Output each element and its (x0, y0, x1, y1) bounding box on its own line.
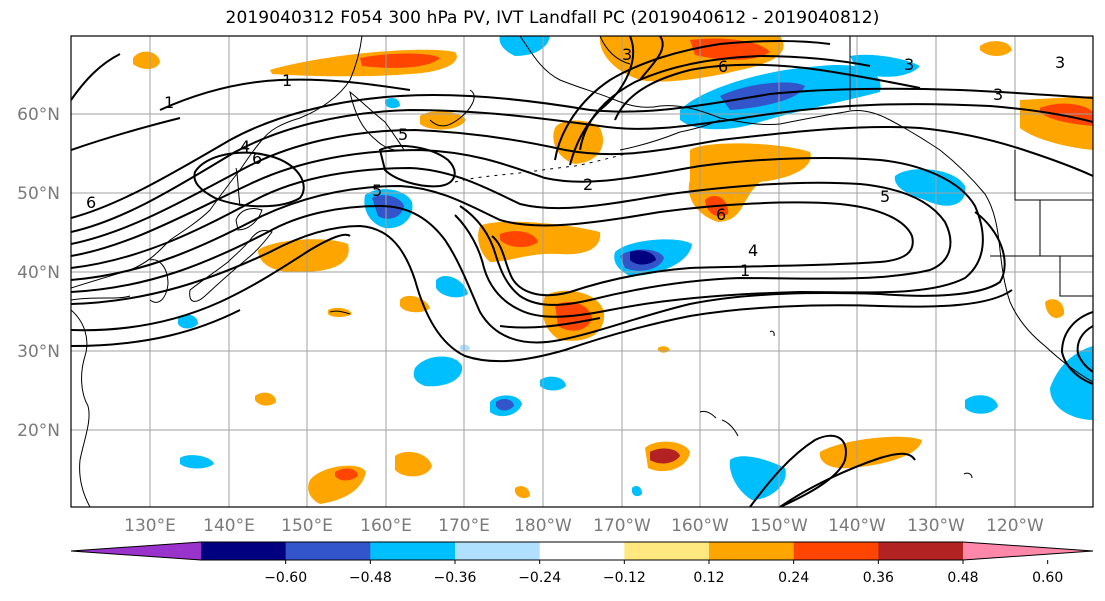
colorbar-segment (455, 542, 541, 560)
anomaly-negative (630, 250, 656, 265)
colorbar: −0.60 −0.48 −0.36 −0.24 −0.12 0.12 0.24 0.36 0.4… (70, 541, 1094, 586)
contour-label: 1 (740, 261, 750, 280)
lon-label: 150°E (281, 516, 333, 536)
lat-label: 20°N (17, 421, 60, 441)
colorbar-tick-label: −0.24 (518, 570, 561, 586)
contour-label: 4 (240, 137, 250, 156)
contour-label: 4 (748, 241, 758, 260)
contour-label: 3 (904, 55, 914, 74)
anomaly-negative (460, 344, 470, 351)
colorbar-segment (709, 542, 795, 560)
pv-contours (71, 36, 1093, 507)
contour-label: 6 (718, 57, 728, 76)
contour-label: 5 (372, 181, 382, 200)
anomaly-negative (499, 36, 550, 56)
colorbar-tick-label: 0.12 (693, 570, 724, 586)
colorbar-tick-label: 0.36 (863, 570, 894, 586)
anomaly-positive (500, 231, 538, 248)
colorbar-tick-label: −0.12 (603, 570, 646, 586)
colorbar-segment (370, 542, 456, 560)
anomaly-positive (515, 486, 530, 499)
longitude-labels: 130°E 140°E 150°E 160°E 170°E 180°W 170°… (124, 516, 1044, 536)
anomaly-negative (850, 54, 920, 77)
lon-label: 130°W (907, 516, 965, 536)
anomaly-negative (1050, 346, 1093, 420)
colorbar-segment (793, 542, 879, 560)
colorbar-segment (624, 542, 710, 560)
lon-label: 130°E (124, 516, 176, 536)
anomaly-negative (413, 356, 463, 387)
colorbar-segment (878, 542, 964, 560)
contour-labels: 1 1 1 2 3 3 3 3 4 4 5 5 5 6 6 6 6 (86, 45, 1065, 280)
contour-label: 1 (164, 93, 174, 112)
lat-label: 40°N (17, 263, 60, 283)
anomaly-positive (1040, 103, 1093, 126)
colorbar-segment (539, 542, 625, 560)
anomaly-positive (335, 468, 358, 481)
contour-label: 6 (252, 149, 262, 168)
anomaly-negative (180, 455, 214, 469)
contour-label: 6 (86, 193, 96, 212)
map-title: 2019040312 F054 300 hPa PV, IVT Landfall… (225, 8, 880, 28)
anomaly-negative (632, 486, 642, 497)
anomaly-negative (496, 399, 514, 411)
anomaly-positive (328, 307, 352, 317)
lon-label: 170°E (438, 516, 490, 536)
contour-label: 3 (993, 85, 1003, 104)
lon-label: 140°E (203, 516, 255, 536)
contour-label: 5 (398, 125, 408, 144)
anomaly-negative (965, 395, 998, 414)
contour-label: 1 (282, 71, 292, 90)
anomaly-negative (385, 98, 400, 109)
colorbar-tick-label: 0.48 (947, 570, 978, 586)
anomaly-positive (395, 451, 432, 477)
coastlines (71, 36, 1093, 507)
lat-label: 30°N (17, 342, 60, 362)
anomaly-positive (1045, 299, 1065, 318)
anomaly-positive (980, 41, 1012, 56)
lon-label: 160°E (360, 516, 412, 536)
latitude-labels: 60°N 50°N 40°N 30°N 20°N (17, 105, 60, 441)
colorbar-outline (70, 541, 1094, 561)
lon-label: 180°W (514, 516, 572, 536)
contour-label: 5 (880, 187, 890, 206)
contour-label: 6 (716, 205, 726, 224)
colorbar-tick-label: 0.60 (1032, 570, 1063, 586)
colorbar-tick-label: −0.60 (264, 570, 307, 586)
anomaly-positive (690, 38, 770, 60)
contour-label: 3 (622, 45, 632, 64)
lon-label: 160°W (671, 516, 729, 536)
lat-label: 60°N (17, 105, 60, 125)
contour-label: 2 (583, 175, 593, 194)
lon-label: 140°W (828, 516, 886, 536)
anomaly-negative (178, 314, 198, 329)
anomaly-positive (360, 53, 440, 68)
contour-label: 3 (1055, 53, 1065, 72)
colorbar-segment (285, 542, 371, 560)
lat-label: 50°N (17, 184, 60, 204)
colorbar-segment (963, 542, 1093, 560)
lon-label: 120°W (986, 516, 1044, 536)
colorbar-tick-label: 0.24 (778, 570, 809, 586)
lon-label: 150°W (750, 516, 808, 536)
anomaly-positive (255, 392, 276, 406)
anomaly-positive (133, 51, 160, 69)
graticule (71, 36, 1093, 507)
colorbar-segment (71, 542, 201, 560)
anomaly-negative (436, 275, 468, 298)
colorbar-tick-label: −0.36 (434, 570, 477, 586)
anomaly-positive (420, 111, 466, 130)
anomaly-negative (894, 169, 966, 206)
anomaly-negative (540, 376, 566, 391)
lon-label: 170°W (593, 516, 651, 536)
colorbar-tick-label: −0.48 (349, 570, 392, 586)
colorbar-segment (201, 542, 287, 560)
map-border (70, 35, 1094, 508)
anomaly-negative (729, 456, 786, 500)
anomaly-positive (650, 448, 680, 464)
